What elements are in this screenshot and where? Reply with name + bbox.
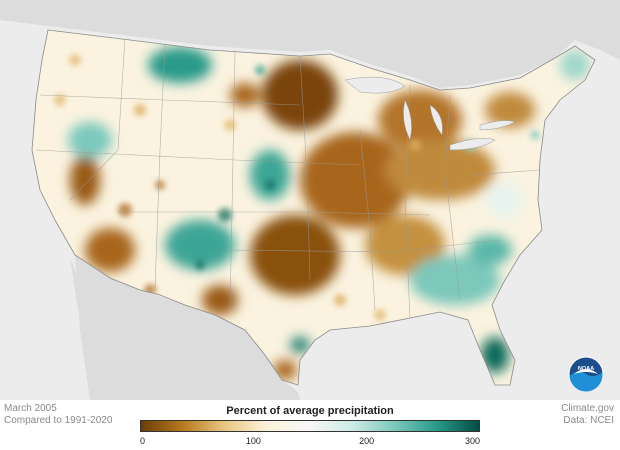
noaa-logo-wave xyxy=(569,371,603,392)
map-date-block: March 2005 Compared to 1991-2020 xyxy=(4,403,112,427)
texture-spot xyxy=(255,65,265,75)
dry-ohio-valley xyxy=(385,140,495,200)
state-line xyxy=(299,55,311,281)
wet-northern-california xyxy=(68,122,112,158)
texture-spot xyxy=(155,180,165,190)
dry-west-texas xyxy=(202,285,238,315)
texture-spot xyxy=(334,294,346,306)
legend-tick-label: 100 xyxy=(245,436,261,446)
texture-spot xyxy=(409,139,421,151)
wet-virginia xyxy=(487,182,523,218)
state-line xyxy=(229,239,501,253)
legend-tick-label: 300 xyxy=(464,436,480,446)
state-line xyxy=(359,129,376,311)
dry-northern-rockies xyxy=(230,83,260,107)
wet-southeast xyxy=(410,255,500,305)
wet-new-mexico xyxy=(165,220,235,270)
wet-carolinas xyxy=(468,235,512,265)
state-line xyxy=(39,94,301,106)
texture-spot xyxy=(374,309,386,321)
noaa-logo-text: NOAA xyxy=(578,366,594,372)
map-baseline: Compared to 1991-2020 xyxy=(4,415,113,426)
state-line xyxy=(229,51,236,311)
source-site: Climate.gov xyxy=(561,403,614,414)
legend-tick-label: 200 xyxy=(359,436,375,446)
us-outline xyxy=(31,29,596,386)
texture-spot xyxy=(530,130,540,140)
map-date: March 2005 xyxy=(4,403,57,414)
dry-great-basin xyxy=(70,155,100,205)
texture-spot xyxy=(54,94,66,106)
state-boundaries xyxy=(35,37,541,321)
state-line xyxy=(444,94,461,301)
dry-mid-south xyxy=(365,215,445,275)
texture-spot xyxy=(195,260,205,270)
legend-title: Percent of average precipitation xyxy=(226,405,394,417)
noaa-logo: NOAA xyxy=(568,356,604,392)
dry-northeast xyxy=(485,92,535,128)
source-data: Data: NCEI xyxy=(563,415,614,426)
fine-texture xyxy=(54,54,540,321)
great-lakes xyxy=(344,76,516,151)
legend-tick-label: 0 xyxy=(140,436,146,446)
dry-upper-midwest xyxy=(262,60,338,130)
state-line xyxy=(469,169,541,176)
texture-spot xyxy=(265,180,275,190)
noaa-logo-gull xyxy=(574,369,598,374)
dry-southwest xyxy=(85,228,135,272)
texture-spot xyxy=(134,104,146,116)
baja-peninsula xyxy=(70,258,132,398)
legend-color-bar xyxy=(140,420,480,432)
map-source-block: Climate.gov Data: NCEI xyxy=(561,403,614,427)
texture-spot xyxy=(69,54,81,66)
texture-spot xyxy=(224,119,236,131)
precipitation-map xyxy=(0,0,620,400)
state-line xyxy=(69,37,126,201)
texture-spot xyxy=(118,203,132,217)
canada-landmass xyxy=(0,0,620,88)
wet-montana xyxy=(148,47,212,83)
state-line xyxy=(118,211,431,216)
wet-florida xyxy=(481,337,509,373)
state-line xyxy=(154,44,166,291)
state-line xyxy=(35,149,361,166)
mexico-landmass xyxy=(75,255,300,400)
dry-great-lakes xyxy=(378,90,462,150)
wet-maine xyxy=(560,50,590,80)
dry-southern-plains xyxy=(250,215,340,295)
texture-spot xyxy=(218,208,232,222)
dry-central-plains xyxy=(300,132,410,228)
wet-gulf-coast xyxy=(290,337,310,353)
wet-colorado xyxy=(250,150,290,200)
